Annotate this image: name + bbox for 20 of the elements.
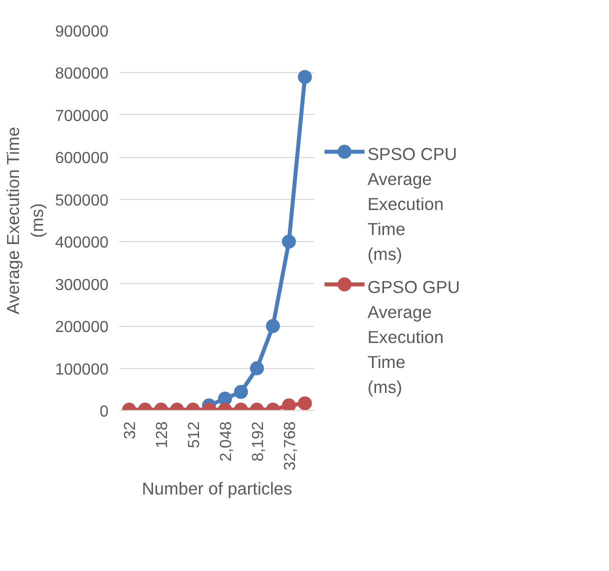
x-axis-title: Number of particles	[142, 478, 292, 498]
y-tick-label: 0	[100, 404, 109, 420]
legend-label: SPSO CPU Average Execution Time (ms)	[368, 144, 458, 264]
x-tick-label: 128	[154, 421, 172, 448]
x-tick-label: 512	[186, 421, 204, 448]
y-tick-label: 900000	[55, 24, 109, 40]
y-tick-label: 300000	[55, 276, 109, 294]
y-tick-label: 600000	[55, 150, 109, 168]
x-tick-label: 32,768	[282, 421, 299, 470]
x-tick-label: 2,048	[218, 421, 235, 462]
y-tick-label: 500000	[55, 192, 109, 210]
y-tick-label: 700000	[55, 108, 109, 125]
y-tick-label: 400000	[55, 234, 109, 252]
y-tick-label: 200000	[55, 319, 109, 336]
y-tick-label: 100000	[55, 361, 109, 378]
y-tick-label: 800000	[55, 66, 109, 83]
y-axis-title: Average Execution Time (ms)	[3, 126, 48, 314]
legend-label: GPSO GPU Average Execution Time (ms)	[368, 276, 460, 397]
x-tick-label: 8,192	[250, 421, 267, 462]
x-tick-label: 32	[122, 421, 140, 440]
